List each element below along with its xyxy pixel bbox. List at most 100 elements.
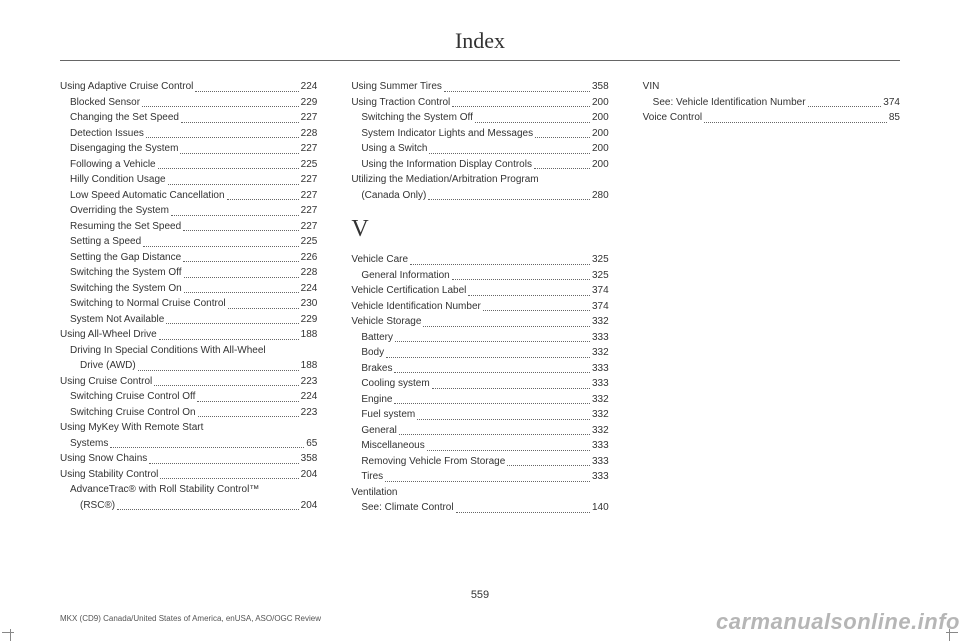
dot-leader [452, 92, 590, 108]
entry-page: 333 [592, 454, 609, 470]
entry-label: VIN [643, 79, 660, 95]
footnote: MKX (CD9) Canada/United States of Americ… [60, 614, 321, 623]
index-subentry: Using the Information Display Controls20… [351, 157, 608, 173]
index-entry: Using All-Wheel Drive188 [60, 327, 317, 343]
dot-leader [394, 389, 590, 405]
dot-leader [417, 404, 590, 420]
dot-leader [195, 76, 298, 92]
entry-label: See: Climate Control [361, 500, 453, 516]
dot-leader [183, 216, 298, 232]
dot-leader [197, 386, 298, 402]
entry-page: 358 [592, 79, 609, 95]
entry-label: Blocked Sensor [70, 95, 140, 111]
dot-leader [183, 247, 298, 263]
entry-label: System Not Available [70, 312, 164, 328]
entry-page: 227 [301, 188, 318, 204]
entry-label: Drive (AWD) [80, 358, 136, 374]
dot-leader [180, 138, 298, 154]
index-subentry: (RSC®)204 [60, 498, 317, 514]
index-page: Index Using Adaptive Cruise Control224Bl… [0, 0, 960, 643]
dot-leader [154, 371, 298, 387]
entry-page: 200 [592, 126, 609, 142]
dot-leader [166, 309, 298, 325]
dot-leader [475, 107, 590, 123]
index-subentry: Switching Cruise Control On223 [60, 405, 317, 421]
dot-leader [143, 231, 298, 247]
entry-page: 333 [592, 469, 609, 485]
entry-page: 230 [301, 296, 318, 312]
entry-page: 228 [301, 126, 318, 142]
page-title: Index [60, 28, 900, 54]
dot-leader [228, 293, 299, 309]
index-entry: Voice Control85 [643, 110, 900, 126]
entry-label: Hilly Condition Usage [70, 172, 166, 188]
dot-leader [427, 435, 590, 451]
cropmark-icon [944, 627, 958, 641]
title-rule [60, 60, 900, 61]
entry-page: 140 [592, 500, 609, 516]
entry-label: Brakes [361, 361, 392, 377]
entry-label: Vehicle Care [351, 252, 408, 268]
section-letter: V [351, 211, 608, 248]
index-column: Using Summer Tires358Using Traction Cont… [351, 79, 608, 516]
entry-label: Detection Issues [70, 126, 144, 142]
entry-label: Systems [70, 436, 108, 452]
dot-leader [432, 373, 590, 389]
entry-page: 224 [301, 389, 318, 405]
entry-label: Using Summer Tires [351, 79, 442, 95]
dot-leader [534, 154, 590, 170]
entry-page: 358 [301, 451, 318, 467]
dot-leader [159, 324, 299, 340]
entry-page: 204 [301, 467, 318, 483]
dot-leader [110, 433, 304, 449]
dot-leader [386, 342, 590, 358]
dot-leader [395, 327, 590, 343]
entry-page: 225 [301, 234, 318, 250]
entry-label: Using Stability Control [60, 467, 158, 483]
entry-label: Using Snow Chains [60, 451, 147, 467]
entry-page: 228 [301, 265, 318, 281]
dot-leader [507, 451, 590, 467]
dot-leader [456, 497, 590, 513]
dot-leader [181, 107, 299, 123]
entry-page: 223 [301, 374, 318, 390]
entry-page: 227 [301, 141, 318, 157]
cropmark-icon [2, 627, 16, 641]
entry-page: 188 [301, 358, 318, 374]
dot-leader [385, 466, 590, 482]
entry-page: 325 [592, 252, 609, 268]
entry-page: 188 [301, 327, 318, 343]
entry-page: 332 [592, 423, 609, 439]
dot-leader [146, 123, 299, 139]
entry-page: 333 [592, 361, 609, 377]
entry-page: 333 [592, 376, 609, 392]
dot-leader [184, 262, 299, 278]
entry-label: Following a Vehicle [70, 157, 156, 173]
entry-label: Using a Switch [361, 141, 427, 157]
entry-page: 225 [301, 157, 318, 173]
entry-label: Vehicle Certification Label [351, 283, 466, 299]
entry-label: Ventilation [351, 485, 397, 501]
entry-page: 333 [592, 438, 609, 454]
dot-leader [535, 123, 590, 139]
entry-page: 332 [592, 392, 609, 408]
entry-label: Using Cruise Control [60, 374, 152, 390]
dot-leader [808, 92, 882, 108]
entry-label: General [361, 423, 397, 439]
index-columns: Using Adaptive Cruise Control224Blocked … [60, 79, 900, 516]
index-subentry: (Canada Only) 280 [351, 188, 608, 204]
entry-page: 280 [592, 188, 609, 204]
entry-label: Setting the Gap Distance [70, 250, 181, 266]
dot-leader [429, 138, 590, 154]
entry-page: 200 [592, 110, 609, 126]
dot-leader [399, 420, 590, 436]
dot-leader [394, 358, 590, 374]
entry-page: 227 [301, 172, 318, 188]
entry-label: Switching Cruise Control On [70, 405, 196, 421]
dot-leader [198, 402, 299, 418]
entry-label: (Canada Only) [361, 188, 426, 204]
entry-page: 333 [592, 330, 609, 346]
entry-page: 227 [301, 219, 318, 235]
entry-page: 227 [301, 110, 318, 126]
entry-page: 229 [301, 312, 318, 328]
